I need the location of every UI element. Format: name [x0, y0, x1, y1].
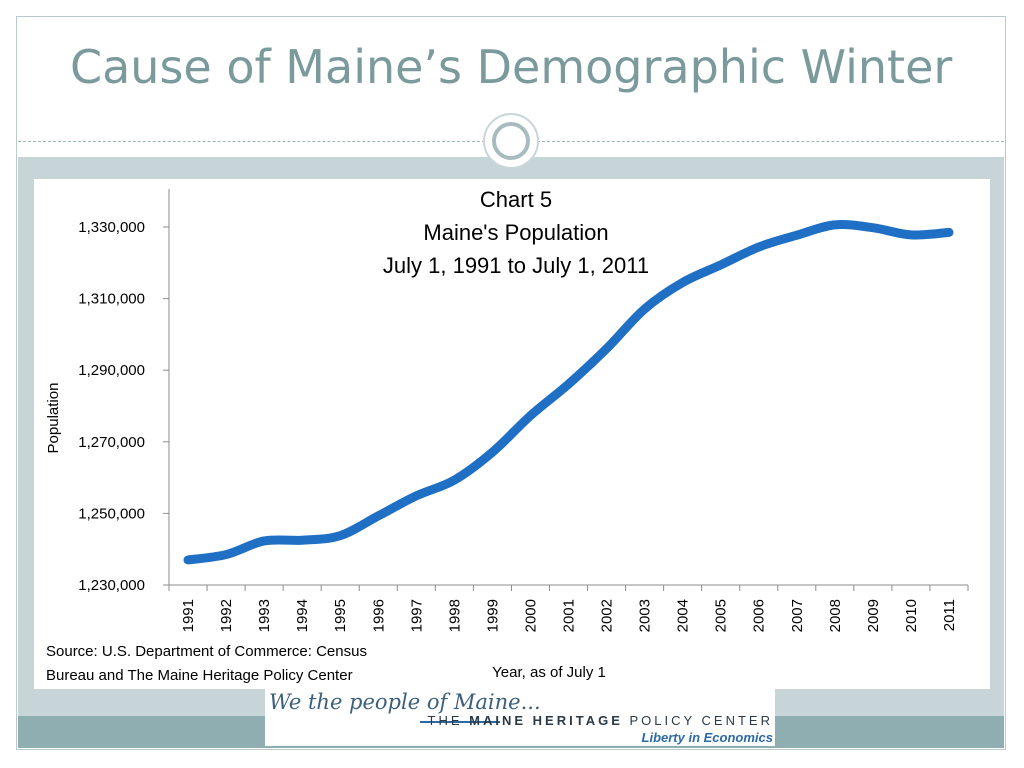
x-tick-label: 2002	[599, 599, 616, 632]
data-point-1997	[414, 494, 418, 498]
x-tick-label: 1997	[408, 599, 425, 632]
logo-rule	[420, 721, 500, 723]
x-tick-label: 2006	[751, 599, 768, 632]
population-series-line	[183, 220, 954, 565]
data-point-1994	[300, 538, 304, 542]
y-tick-label: 1,270,000	[78, 434, 145, 451]
source-line-2: Bureau and The Maine Heritage Policy Cen…	[46, 667, 353, 684]
x-tick-label: 1993	[256, 599, 273, 632]
x-tick-label: 2009	[865, 599, 882, 632]
data-point-1998	[452, 478, 456, 482]
x-tick-label: 1992	[218, 599, 235, 632]
x-tick-label: 2010	[903, 599, 920, 632]
data-point-1996	[376, 514, 380, 518]
logo-org-rest: POLICY CENTER	[622, 713, 773, 728]
data-point-1999	[490, 450, 494, 454]
data-point-1991	[186, 558, 190, 562]
data-point-2010	[909, 233, 913, 237]
x-tick-label: 1999	[484, 599, 501, 632]
y-axis-title: Population	[45, 383, 62, 454]
logo-script-text: We the people of Maine...	[269, 690, 541, 714]
x-tick-label: 1996	[370, 599, 387, 632]
data-point-2007	[795, 233, 799, 237]
data-point-2005	[719, 263, 723, 267]
data-point-2011	[947, 230, 951, 234]
data-point-1992	[224, 553, 228, 557]
x-tick-label: 2004	[675, 599, 692, 632]
x-tick-label: 2011	[941, 599, 958, 631]
x-tick-label: 1995	[332, 599, 349, 632]
chart-title-line-1: Chart 5	[480, 187, 552, 212]
data-point-2000	[528, 414, 532, 418]
data-point-2006	[757, 245, 761, 249]
logo-org-name: THE MAINE HERITAGE POLICY CENTER	[428, 713, 773, 728]
source-line-1: Source: U.S. Department of Commerce: Cen…	[46, 643, 367, 660]
x-tick-label: 2008	[827, 599, 844, 632]
slide-title: Cause of Maine’s Demographic Winter	[70, 40, 953, 94]
maine-heritage-logo: We the people of Maine... THE MAINE HERI…	[265, 688, 775, 746]
x-tick-label: 1998	[446, 599, 463, 632]
data-point-1995	[338, 534, 342, 538]
chart-title-line-3: July 1, 1991 to July 1, 2011	[383, 253, 649, 278]
x-tick-label: 1991	[180, 599, 197, 632]
x-tick-label: 2005	[713, 599, 730, 632]
data-point-2009	[871, 226, 875, 230]
population-chart: Chart 5 Maine's Population July 1, 1991 to…	[45, 187, 969, 681]
y-tick-label: 1,290,000	[78, 362, 145, 379]
data-point-2001	[567, 382, 571, 386]
data-point-2002	[605, 347, 609, 351]
data-point-2003	[643, 307, 647, 311]
y-tick-label: 1,310,000	[78, 291, 145, 308]
y-tick-label: 1,250,000	[78, 505, 145, 522]
x-tick-label: 1994	[294, 599, 311, 632]
source-note: Source: U.S. Department of Commerce: Cen…	[46, 640, 446, 688]
x-tick-label: 2000	[522, 599, 539, 632]
chart-panel: Chart 5 Maine's Population July 1, 1991 to…	[34, 179, 990, 689]
x-axis-title: Year, as of July 1	[492, 664, 606, 681]
x-tick-label: 2003	[637, 599, 654, 632]
y-tick-label: 1,330,000	[78, 219, 145, 236]
slide-border	[16, 16, 1006, 750]
data-point-1993	[262, 539, 266, 543]
circle-ornament-inner-icon	[492, 122, 530, 160]
x-tick-label: 2007	[789, 599, 806, 632]
x-tick-label: 2001	[561, 599, 578, 632]
logo-org-bold: MAINE HERITAGE	[469, 713, 623, 728]
logo-tagline: Liberty in Economics	[641, 730, 773, 745]
chart-title-line-2: Maine's Population	[423, 220, 608, 245]
data-point-2008	[833, 223, 837, 227]
y-tick-label: 1,230,000	[78, 577, 145, 594]
logo-org-prefix: THE	[427, 713, 470, 728]
data-point-2004	[681, 280, 685, 284]
